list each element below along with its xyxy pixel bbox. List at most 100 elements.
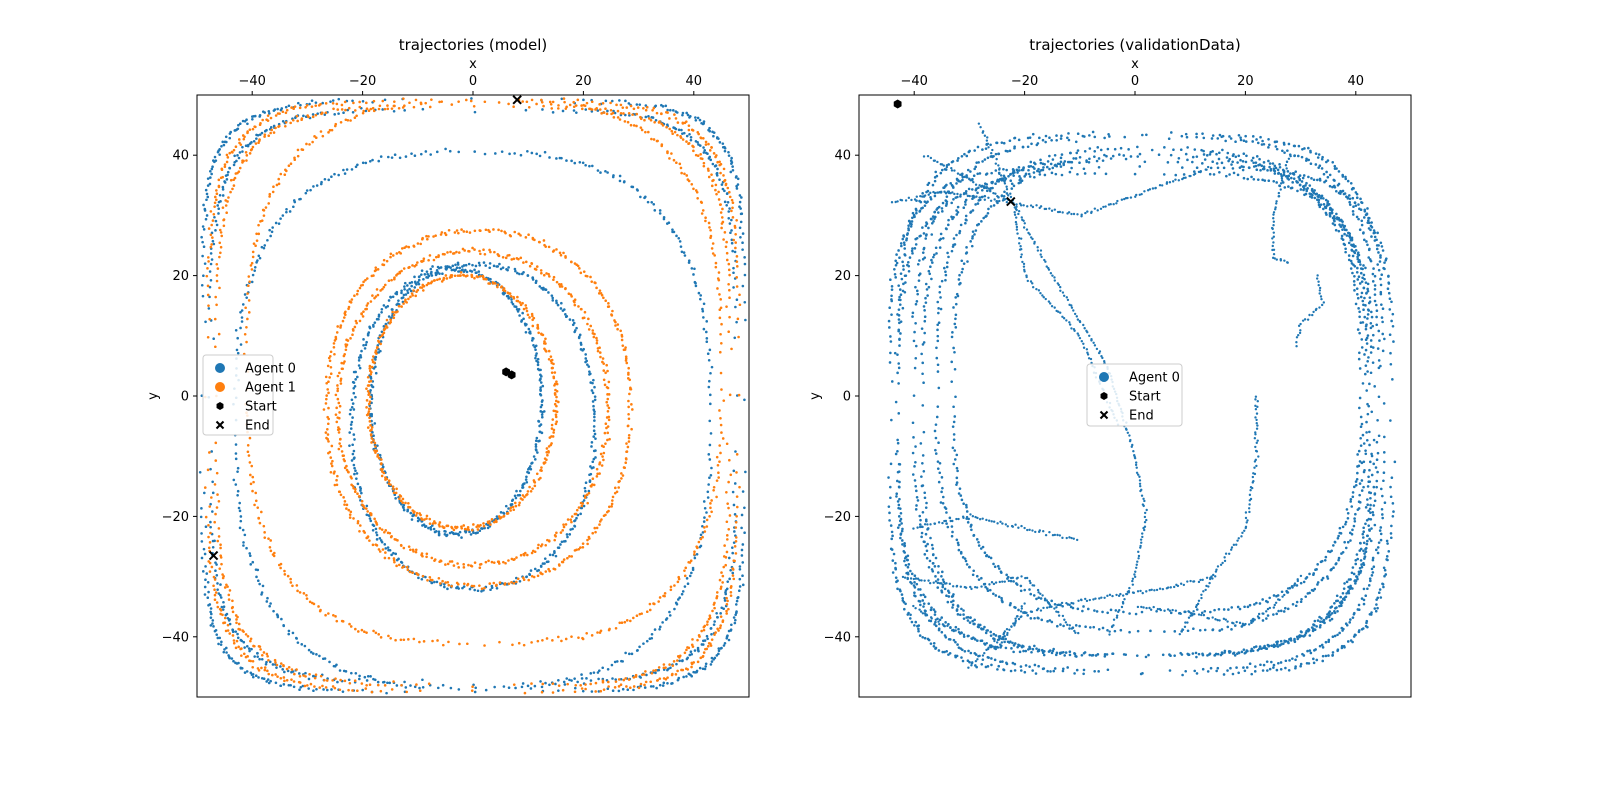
data-point xyxy=(476,589,480,593)
data-point xyxy=(657,666,661,669)
data-point xyxy=(228,622,232,626)
data-point xyxy=(521,486,525,489)
data-point xyxy=(527,233,530,237)
data-point xyxy=(983,158,987,161)
data-point xyxy=(231,151,234,154)
data-point xyxy=(930,543,934,547)
data-point xyxy=(522,317,525,321)
data-point xyxy=(382,263,386,267)
data-point xyxy=(942,580,946,584)
data-point xyxy=(586,322,589,326)
data-point xyxy=(206,293,210,297)
data-point xyxy=(913,591,916,595)
data-point xyxy=(606,687,610,690)
data-point xyxy=(284,121,288,124)
data-point xyxy=(741,561,745,564)
data-point xyxy=(903,247,907,250)
data-point xyxy=(391,310,394,314)
data-point xyxy=(401,501,404,504)
data-point xyxy=(507,686,511,690)
data-point xyxy=(257,232,261,236)
data-point xyxy=(373,321,377,324)
data-point xyxy=(492,561,496,564)
data-point xyxy=(372,434,375,438)
data-point xyxy=(716,287,719,290)
data-point xyxy=(419,286,422,289)
data-point xyxy=(609,108,613,112)
data-point xyxy=(205,572,209,575)
data-point xyxy=(732,266,735,270)
data-point xyxy=(497,254,500,257)
data-point xyxy=(262,246,266,250)
data-point xyxy=(998,634,1002,638)
data-point xyxy=(1141,133,1144,137)
data-point xyxy=(579,684,582,687)
data-point xyxy=(687,646,691,650)
data-point xyxy=(1367,256,1370,259)
data-point xyxy=(925,519,928,523)
data-point xyxy=(394,491,398,495)
data-point xyxy=(940,575,943,578)
data-point xyxy=(537,568,541,572)
data-point xyxy=(249,482,253,486)
data-point xyxy=(647,115,650,118)
data-point xyxy=(484,228,488,232)
data-point xyxy=(500,229,503,233)
data-point xyxy=(1335,606,1338,609)
data-point xyxy=(214,561,217,564)
data-point xyxy=(614,324,617,327)
data-point xyxy=(946,600,950,604)
data-point xyxy=(410,152,413,155)
data-point xyxy=(517,308,521,311)
data-point xyxy=(626,377,630,380)
data-point xyxy=(701,643,705,646)
data-point xyxy=(1309,150,1312,154)
data-point xyxy=(570,635,573,638)
data-point xyxy=(424,101,428,105)
data-point xyxy=(368,539,371,542)
data-point xyxy=(434,521,437,525)
data-point xyxy=(502,514,506,518)
data-point xyxy=(601,666,605,670)
data-point xyxy=(615,660,619,663)
data-point xyxy=(986,629,989,632)
data-point xyxy=(269,549,273,553)
data-point xyxy=(488,582,492,585)
data-point xyxy=(279,217,282,220)
data-point xyxy=(245,546,248,550)
data-point xyxy=(528,485,531,489)
data-point xyxy=(507,102,510,106)
data-point xyxy=(1376,546,1380,549)
data-point xyxy=(254,674,258,678)
data-point xyxy=(215,633,219,636)
data-point xyxy=(719,585,723,589)
data-point xyxy=(596,671,600,674)
data-point xyxy=(554,415,558,419)
data-point xyxy=(582,270,586,273)
data-point xyxy=(591,332,595,335)
data-point xyxy=(678,654,682,658)
data-point xyxy=(1371,558,1375,562)
data-point xyxy=(950,160,954,164)
data-point xyxy=(1369,517,1373,521)
data-point xyxy=(200,507,203,510)
data-point xyxy=(709,402,712,406)
data-point xyxy=(404,155,408,158)
data-point xyxy=(429,267,433,271)
data-point xyxy=(329,350,333,354)
data-point xyxy=(407,501,410,505)
data-point xyxy=(662,681,666,685)
data-point xyxy=(697,634,701,637)
data-point xyxy=(728,207,731,210)
data-point xyxy=(379,636,383,639)
data-point xyxy=(976,145,980,149)
data-point xyxy=(944,635,948,639)
data-point xyxy=(1305,159,1308,162)
data-point xyxy=(300,118,303,122)
data-point xyxy=(1337,170,1341,173)
data-point xyxy=(328,376,331,379)
data-point xyxy=(350,476,353,480)
data-point xyxy=(903,243,906,247)
data-point xyxy=(1088,134,1091,137)
data-point xyxy=(599,452,603,456)
